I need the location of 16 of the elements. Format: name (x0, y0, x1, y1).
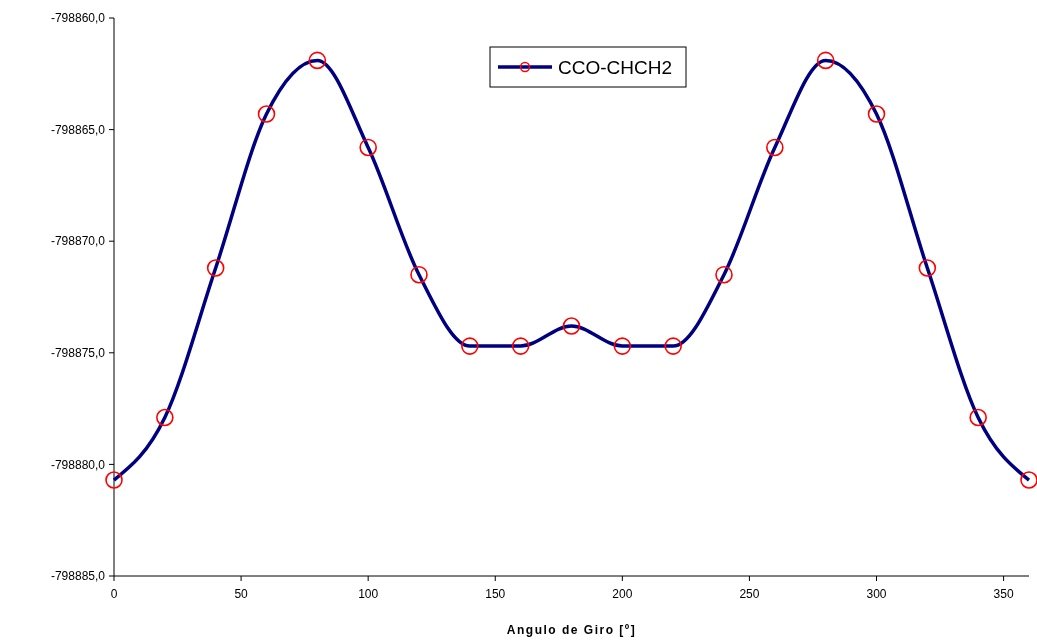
y-tick-label: -798885,0 (50, 569, 106, 584)
y-tick-label: -798870,0 (50, 234, 106, 249)
y-tick-label: -798880,0 (50, 457, 106, 472)
x-tick-label: 100 (358, 587, 379, 601)
x-axis-title: Angulo de Giro [º] (506, 623, 637, 637)
x-tick-label: 50 (234, 587, 249, 601)
x-tick-label: 250 (739, 587, 760, 601)
legend-label: CCO-CHCH2 (558, 56, 672, 78)
x-tick-label: 150 (485, 587, 506, 601)
x-tick-label: 0 (110, 587, 118, 601)
x-tick-label: 350 (993, 587, 1014, 601)
y-tick-label: -798875,0 (50, 346, 106, 360)
y-tick-label: -798865,0 (50, 122, 106, 137)
x-tick-label: 300 (866, 587, 887, 601)
y-tick-label: -798860,0 (50, 11, 106, 26)
x-tick-label: 200 (612, 587, 633, 601)
